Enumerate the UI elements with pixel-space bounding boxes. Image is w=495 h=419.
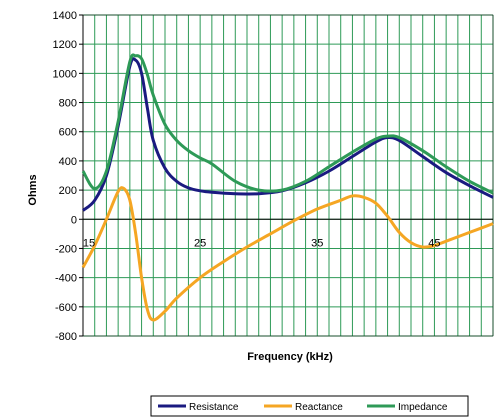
series-line-reactance xyxy=(81,186,494,322)
y-tick-label: 1200 xyxy=(53,39,77,51)
axes xyxy=(79,14,494,337)
y-tick-label: 600 xyxy=(59,127,77,139)
y-tick-label: 1000 xyxy=(53,68,77,80)
y-tick-label: -400 xyxy=(55,273,77,285)
y-tick-label: -600 xyxy=(55,302,77,314)
legend-label-resistance: Resistance xyxy=(189,402,239,413)
legend-box xyxy=(150,395,469,417)
series-line-impedance xyxy=(81,53,494,195)
y-tick-label: 400 xyxy=(59,156,77,168)
y-tick-label: 200 xyxy=(59,185,77,197)
y-tick-label: -200 xyxy=(55,243,77,255)
x-axis-label: Frequency (kHz) xyxy=(247,351,333,363)
x-tick-label: 15 xyxy=(83,237,95,249)
y-tick-labels: -800 -600 -400 -200 0 200 400 600 800 1000 1200 140… xyxy=(53,10,77,343)
y-axis-label: Ohms xyxy=(27,174,39,205)
x-tick-label: 35 xyxy=(311,237,323,249)
series-lines xyxy=(81,53,494,322)
series-line-resistance xyxy=(82,57,494,212)
y-tick-label: 0 xyxy=(71,214,77,226)
legend: Resistance Reactance Impedance xyxy=(150,395,469,417)
x-tick-label: 25 xyxy=(194,237,206,249)
y-tick-label: 800 xyxy=(59,98,77,110)
plot-frame xyxy=(82,14,494,337)
x-tick-labels: 15 25 35 45 xyxy=(83,237,441,249)
y-tick-label: 1400 xyxy=(53,10,77,22)
legend-label-impedance: Impedance xyxy=(398,402,448,413)
x-tick-label: 45 xyxy=(428,237,440,249)
y-tick-label: -800 xyxy=(55,331,77,343)
legend-label-reactance: Reactance xyxy=(295,402,343,413)
